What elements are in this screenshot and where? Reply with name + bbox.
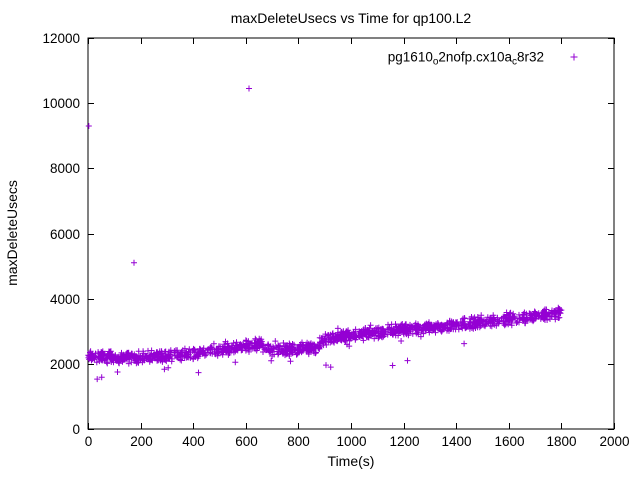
x-tick-label: 1800 — [546, 434, 576, 449]
y-tick-label: 4000 — [50, 292, 80, 307]
y-axis-label: maxDeleteUsecs — [4, 180, 20, 286]
y-tick-label: 0 — [72, 422, 80, 437]
x-tick-label: 600 — [235, 434, 258, 449]
x-axis-label: Time(s) — [328, 453, 375, 469]
outlier-points — [85, 85, 468, 383]
x-tick-label: 200 — [130, 434, 153, 449]
x-tick-label: 1200 — [389, 434, 419, 449]
y-tick-label: 6000 — [50, 227, 80, 242]
tick-marks — [88, 38, 615, 430]
chart-title: maxDeleteUsecs vs Time for qp100.L2 — [231, 10, 472, 26]
x-tick-label: 400 — [182, 434, 205, 449]
legend-marker-icon — [570, 53, 578, 61]
y-tick-label: 8000 — [50, 161, 80, 176]
series-points — [85, 304, 565, 373]
x-tick-label: 1400 — [441, 434, 471, 449]
x-tick-label: 0 — [85, 434, 93, 449]
x-tick-label: 800 — [287, 434, 310, 449]
legend: pg1610o2nofp.cx10ac8r32 — [388, 50, 578, 68]
legend-label: pg1610o2nofp.cx10ac8r32 — [388, 50, 544, 68]
y-tick-label: 2000 — [50, 357, 80, 372]
x-tick-label: 1600 — [494, 434, 524, 449]
y-tick-label: 10000 — [42, 96, 80, 111]
y-tick-label: 12000 — [42, 31, 80, 46]
axes: 0 200 400 600 800 1000 1200 1400 1600 1800 2000 0 20… — [42, 31, 629, 449]
data-points — [85, 85, 565, 383]
x-tick-label: 2000 — [599, 434, 629, 449]
x-tick-label: 1000 — [336, 434, 366, 449]
